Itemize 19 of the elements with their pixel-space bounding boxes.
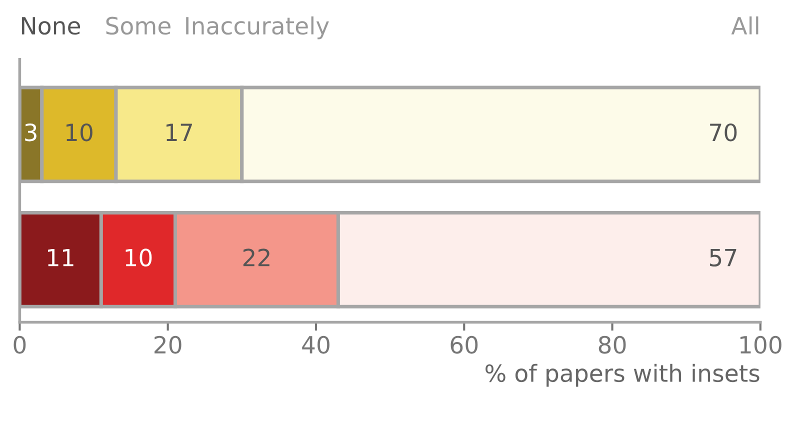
text: All: [731, 16, 758, 34]
data-label: 10: [126, 248, 152, 266]
x-tick-label: 40: [302, 336, 330, 354]
text: Some: [106, 16, 170, 35]
x-tick-label: 100: [740, 336, 782, 354]
x-tick-label: 0: [14, 336, 26, 354]
x-tick-label: 20: [154, 336, 182, 354]
data-label: 10: [66, 123, 92, 142]
data-label: 57: [710, 248, 736, 266]
text: None: [22, 17, 80, 35]
x-tick-label: 60: [450, 336, 478, 354]
data-label: 17: [166, 124, 192, 141]
x-tick-label: 80: [598, 336, 626, 354]
data-label: 11: [48, 248, 74, 266]
text: Inaccurately: [186, 16, 329, 40]
data-label: 22: [243, 248, 270, 266]
data-label: 3: [25, 123, 36, 142]
data-label: 70: [710, 123, 737, 142]
x-axis-title: % of papers with insets: [486, 364, 760, 387]
